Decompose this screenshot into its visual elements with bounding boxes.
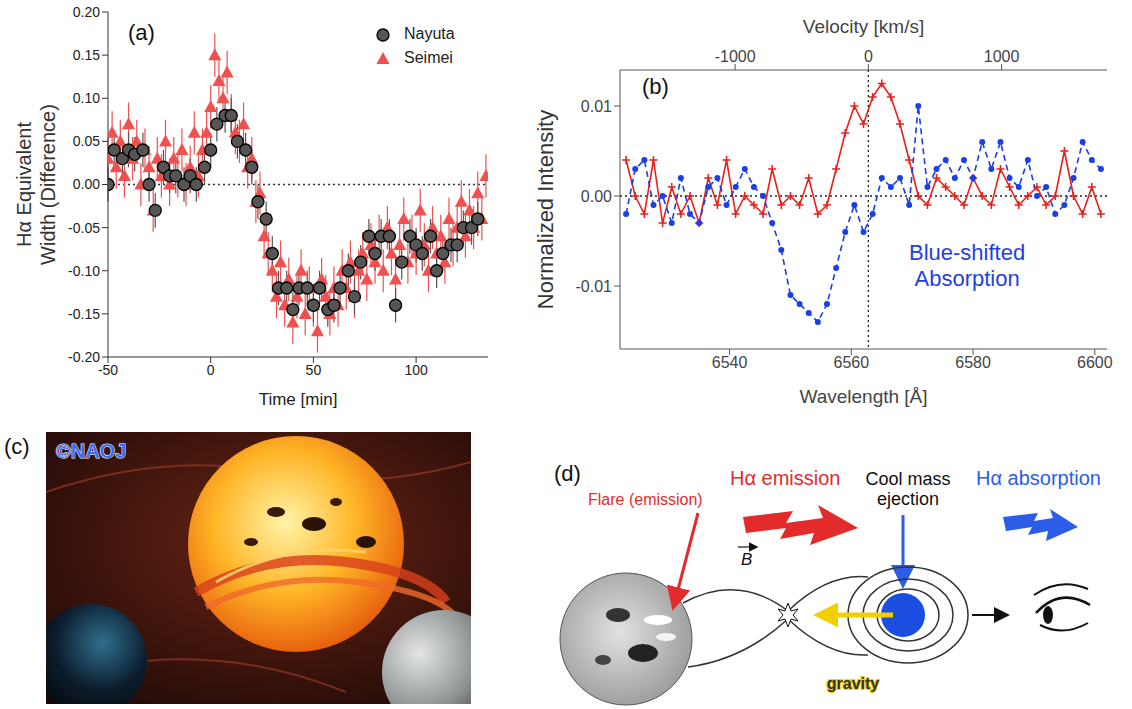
svg-text:-0.15: -0.15 bbox=[68, 306, 100, 322]
svg-text:Hα Equivalent: Hα Equivalent bbox=[13, 122, 35, 247]
svg-text:6540: 6540 bbox=[712, 354, 748, 371]
svg-text:Cool mass: Cool mass bbox=[865, 469, 950, 489]
svg-text:50: 50 bbox=[306, 362, 322, 378]
svg-text:0.15: 0.15 bbox=[73, 47, 100, 63]
svg-text:ejection: ejection bbox=[877, 489, 939, 509]
svg-text:-1000: -1000 bbox=[715, 48, 756, 65]
svg-text:6560: 6560 bbox=[834, 354, 870, 371]
svg-text:6580: 6580 bbox=[955, 354, 991, 371]
svg-text:0: 0 bbox=[207, 362, 215, 378]
svg-text:0.10: 0.10 bbox=[73, 90, 100, 106]
svg-text:100: 100 bbox=[404, 362, 428, 378]
svg-text:-50: -50 bbox=[98, 362, 118, 378]
svg-text:-0.10: -0.10 bbox=[68, 263, 100, 279]
svg-text:0.00: 0.00 bbox=[581, 188, 612, 205]
svg-text:Hα absorption: Hα absorption bbox=[976, 467, 1101, 489]
svg-text:-0.05: -0.05 bbox=[68, 220, 100, 236]
svg-text:Velocity [km/s]: Velocity [km/s] bbox=[803, 16, 924, 37]
svg-text:(d): (d) bbox=[554, 461, 581, 486]
svg-text:0: 0 bbox=[864, 48, 873, 65]
svg-text:0.05: 0.05 bbox=[73, 133, 100, 149]
svg-text:-0.20: -0.20 bbox=[68, 349, 100, 365]
svg-text:0.01: 0.01 bbox=[581, 98, 612, 115]
html-text:Nayuta: Nayuta bbox=[404, 25, 455, 42]
html-text:Seimei: Seimei bbox=[404, 49, 453, 66]
svg-text:-0.01: -0.01 bbox=[576, 278, 613, 295]
html-text:Absorption: Absorption bbox=[914, 266, 1020, 291]
svg-text:©NAOJ: ©NAOJ bbox=[56, 440, 126, 462]
svg-text:gravity: gravity bbox=[827, 675, 880, 692]
html-text:(a): (a) bbox=[128, 20, 155, 45]
svg-text:Width (Difference): Width (Difference) bbox=[37, 104, 59, 265]
svg-text:Normalized Intensity: Normalized Intensity bbox=[533, 110, 558, 309]
svg-text:(c): (c) bbox=[4, 434, 30, 459]
svg-text:0.20: 0.20 bbox=[73, 4, 100, 20]
svg-text:Flare (emission): Flare (emission) bbox=[588, 491, 703, 508]
svg-text:1000: 1000 bbox=[984, 48, 1020, 65]
svg-text:Hα emission: Hα emission bbox=[730, 467, 840, 489]
svg-text:B: B bbox=[741, 550, 752, 569]
svg-text:6600: 6600 bbox=[1077, 354, 1113, 371]
html-text:Blue-shifted: Blue-shifted bbox=[909, 240, 1026, 265]
html-text:(b): (b) bbox=[642, 74, 669, 99]
svg-text:0.00: 0.00 bbox=[73, 176, 100, 192]
svg-text:Time [min]: Time [min] bbox=[259, 390, 338, 409]
svg-text:Wavelength [Å]: Wavelength [Å] bbox=[799, 386, 927, 407]
